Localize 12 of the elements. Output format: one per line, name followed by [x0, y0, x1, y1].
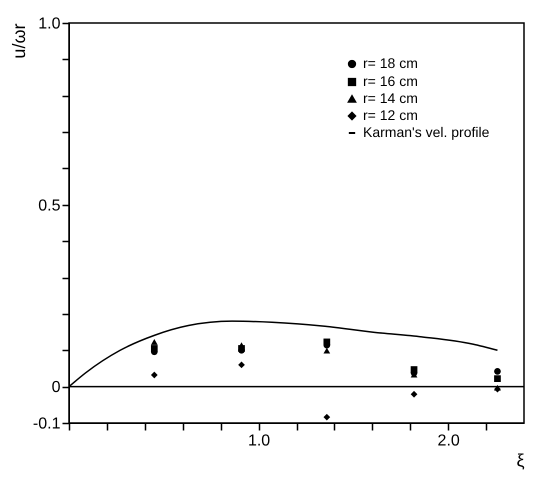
- y-tick-label: 1.0: [38, 16, 61, 32]
- legend-label: r= 18 cm: [363, 55, 418, 71]
- legend-label: Karman's vel. profile: [363, 124, 490, 140]
- x-tick-label: 2.0: [438, 432, 460, 450]
- x-axis-title: ξ: [516, 450, 524, 470]
- legend-label: r= 12 cm: [363, 107, 418, 123]
- y-tick-label: -0.1: [32, 416, 61, 432]
- y-tick-label: 0.5: [38, 197, 61, 214]
- legend-label: r= 16 cm: [363, 73, 418, 89]
- y-tick-label: 0: [52, 379, 61, 396]
- y-axis-title: u/ωr: [8, 23, 29, 59]
- legend-label: r= 14 cm: [363, 90, 418, 106]
